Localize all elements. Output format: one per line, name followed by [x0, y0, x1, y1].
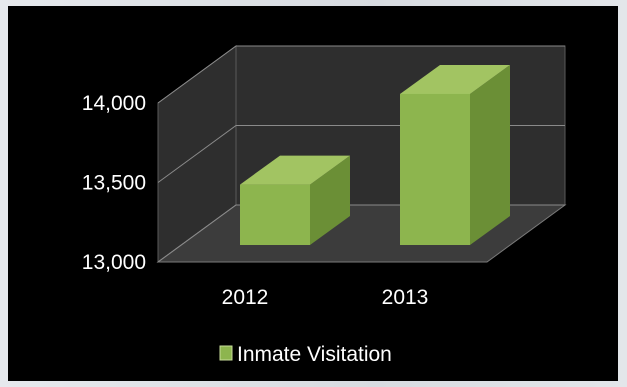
- bar-2012: [240, 155, 350, 245]
- x-tick-label: 2013: [382, 286, 429, 309]
- y-tick-label: 13,500: [82, 172, 146, 195]
- bar-top: [400, 64, 510, 94]
- y-tick-label: 13,000: [82, 251, 146, 274]
- legend-swatch: [219, 345, 233, 361]
- bar-2013: [400, 64, 510, 245]
- y-tick-label: 14,000: [82, 92, 146, 115]
- bar-top: [240, 155, 350, 185]
- legend-label: Inmate Visitation: [237, 343, 392, 366]
- bar-front: [240, 184, 310, 245]
- gridline: [157, 45, 565, 104]
- bar-side: [470, 64, 510, 245]
- bar-side: [310, 155, 350, 245]
- bar-front: [400, 93, 470, 245]
- x-tick-label: 2012: [222, 286, 269, 309]
